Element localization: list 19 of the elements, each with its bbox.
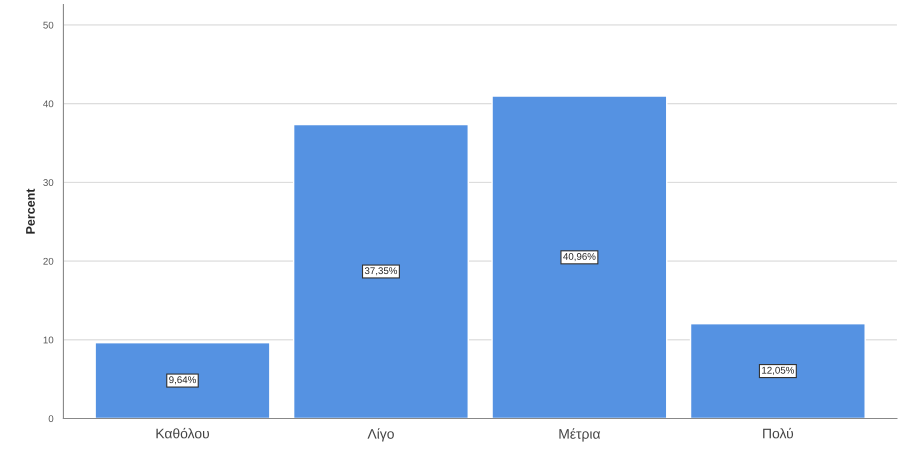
y-tick-label: 20	[43, 258, 54, 265]
bar	[94, 342, 271, 418]
y-tick-label: 40	[43, 100, 54, 108]
data-label: 9,64%	[169, 376, 196, 384]
data-label: 40,96%	[563, 253, 596, 262]
y-tick-label: 50	[43, 22, 54, 29]
y-axis-title: Percent	[26, 188, 35, 234]
y-tick-label: 0	[48, 415, 54, 422]
x-tick-label: Πολύ	[763, 428, 794, 438]
x-tick-label: Καθόλου	[156, 428, 210, 438]
y-tick-label: 30	[43, 179, 54, 186]
bar	[491, 95, 668, 418]
x-tick-label: Λίγο	[368, 428, 394, 442]
y-tick-label: 10	[44, 336, 54, 344]
data-label: 12,05%	[762, 366, 794, 375]
x-tick-label: Μέτρια	[559, 428, 600, 442]
bar	[292, 124, 469, 418]
data-label: 37,35%	[364, 267, 398, 276]
bar	[690, 322, 866, 418]
